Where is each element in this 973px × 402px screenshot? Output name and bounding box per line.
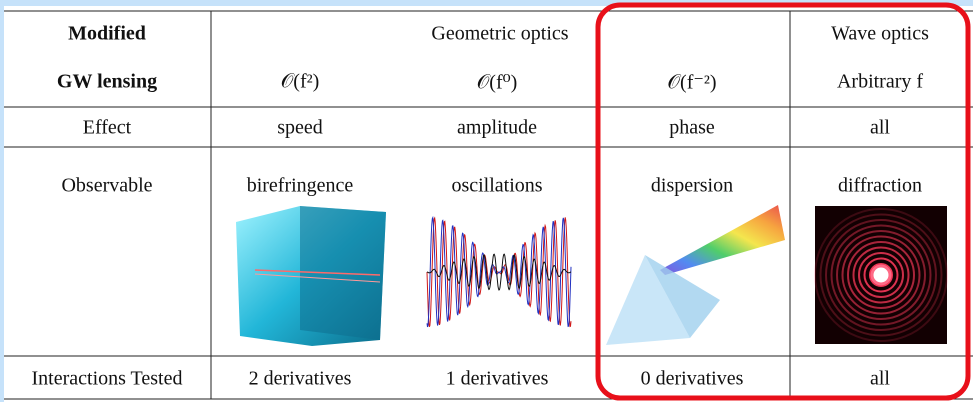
table-cell: birefringence <box>246 174 354 197</box>
table-cell: 𝒪(f⁻²) <box>667 71 717 94</box>
table-cell: dispersion <box>650 174 734 197</box>
diffraction-core <box>870 264 892 286</box>
oscillation-image <box>425 215 573 330</box>
table-sheet: Modified Geometric optics Wave optics GW le… <box>4 6 973 402</box>
table-cell: speed <box>277 116 323 139</box>
table-cell: all <box>870 367 890 390</box>
diffraction-ring <box>858 252 904 298</box>
diffraction-ring <box>830 224 932 326</box>
table-cell: phase <box>669 116 715 139</box>
diffraction-ring <box>852 246 910 304</box>
crystal-image <box>236 206 386 346</box>
table-cell: 𝒪(f⁰) <box>476 71 518 94</box>
table-cell: 2 derivatives <box>248 367 352 390</box>
table-cell: 1 derivatives <box>445 367 549 390</box>
diffraction-ring <box>847 241 915 309</box>
table-cell: Observable <box>61 174 153 197</box>
prism-image <box>606 205 785 345</box>
table-cell: Arbitrary f <box>836 70 924 93</box>
diffraction-ring <box>825 219 937 331</box>
table-cell: amplitude <box>457 116 537 139</box>
table-cell: 𝒪(f²) <box>280 70 320 93</box>
table-cell: Geometric optics <box>431 22 569 45</box>
table-cell: Modified <box>68 22 146 45</box>
table-rules <box>4 10 973 400</box>
diffraction-ring <box>863 257 899 293</box>
diffraction-ring <box>869 263 893 287</box>
diffraction-ring <box>814 208 948 342</box>
diffraction-ring <box>836 230 926 320</box>
table-cell: GW lensing <box>56 70 158 93</box>
table-cell: oscillations <box>451 174 543 197</box>
table-cell: Effect <box>82 116 132 139</box>
highlight-box <box>595 2 971 401</box>
table-cell: 0 derivatives <box>640 367 744 390</box>
table-cell: all <box>870 116 890 139</box>
diffraction-ring <box>819 213 943 337</box>
table-cell: diffraction <box>837 174 923 197</box>
table-cell: Interactions Tested <box>31 367 183 390</box>
diffraction-ring <box>841 235 921 315</box>
diffraction-image <box>814 206 948 344</box>
table-cell: Wave optics <box>831 22 929 45</box>
